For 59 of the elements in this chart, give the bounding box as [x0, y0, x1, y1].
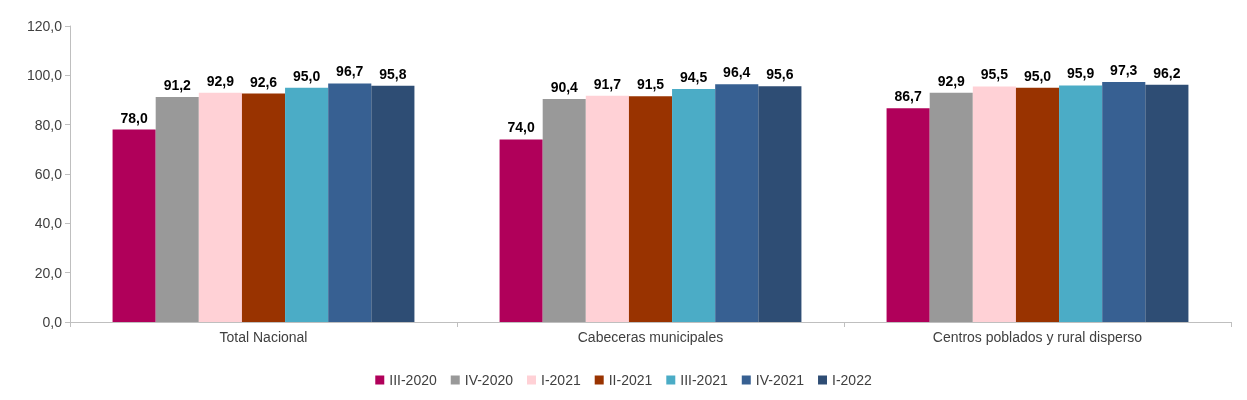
y-tick-label: 0,0	[42, 314, 63, 330]
bar	[371, 85, 415, 322]
bar	[672, 88, 716, 322]
data-label: 78,0	[120, 109, 148, 126]
bar	[886, 108, 930, 322]
legend-label: IV-2020	[464, 372, 514, 388]
data-label: 92,6	[249, 73, 278, 90]
data-label: 91,2	[163, 77, 192, 94]
bar	[929, 92, 973, 322]
bar	[972, 86, 1016, 322]
data-label: 95,0	[293, 67, 321, 84]
y-tick-label: 100,0	[26, 67, 63, 84]
bar	[198, 92, 242, 322]
data-label: 95,8	[379, 65, 407, 82]
legend-label: IV-2021	[755, 372, 805, 388]
data-label: 92,9	[937, 72, 966, 89]
bar	[1015, 87, 1060, 322]
data-label: 96,4	[723, 64, 751, 81]
legend-label: III-2020	[389, 372, 437, 388]
y-tick-label: 80,0	[34, 116, 63, 133]
bar	[1102, 81, 1146, 322]
x-tick-label: Centros poblados y rural disperso	[932, 329, 1143, 345]
bar	[499, 139, 543, 322]
data-label: 95,5	[980, 66, 1009, 83]
data-label: 91,5	[636, 76, 665, 93]
bar	[155, 97, 199, 322]
legend-label: II-2021	[608, 372, 653, 388]
bar	[628, 96, 673, 322]
bar	[1145, 84, 1189, 322]
legend-label: III-2021	[680, 372, 728, 388]
bar	[328, 83, 372, 322]
bar	[542, 99, 586, 322]
legend-label: I-2022	[832, 372, 872, 388]
bar	[1059, 85, 1103, 322]
data-label: 91,7	[593, 75, 622, 92]
data-label: 97,3	[1110, 61, 1138, 78]
data-label: 92,9	[206, 72, 235, 89]
bar	[285, 87, 329, 322]
y-tick-label: 60,0	[34, 166, 63, 182]
data-label: 86,7	[894, 88, 922, 105]
bar	[241, 93, 286, 322]
data-label: 95,0	[1023, 67, 1052, 84]
data-label: 90,4	[550, 79, 579, 96]
x-tick-label: Cabeceras municipales	[577, 329, 724, 345]
data-label: 94,5	[680, 68, 708, 85]
bar	[112, 129, 156, 322]
data-label: 95,6	[766, 66, 794, 83]
bar	[758, 86, 802, 322]
legend-label: I-2021	[541, 372, 581, 388]
y-tick-label: 120,0	[26, 18, 63, 34]
data-label: 74,0	[507, 119, 535, 136]
y-tick-label: 20,0	[34, 264, 63, 281]
data-label: 95,9	[1067, 65, 1095, 82]
data-label: 96,2	[1153, 64, 1181, 81]
data-label: 96,7	[336, 63, 364, 80]
x-tick-label: Total Nacional	[219, 329, 308, 345]
y-tick-label: 40,0	[34, 215, 63, 232]
bar	[715, 84, 759, 322]
bar	[585, 95, 629, 322]
